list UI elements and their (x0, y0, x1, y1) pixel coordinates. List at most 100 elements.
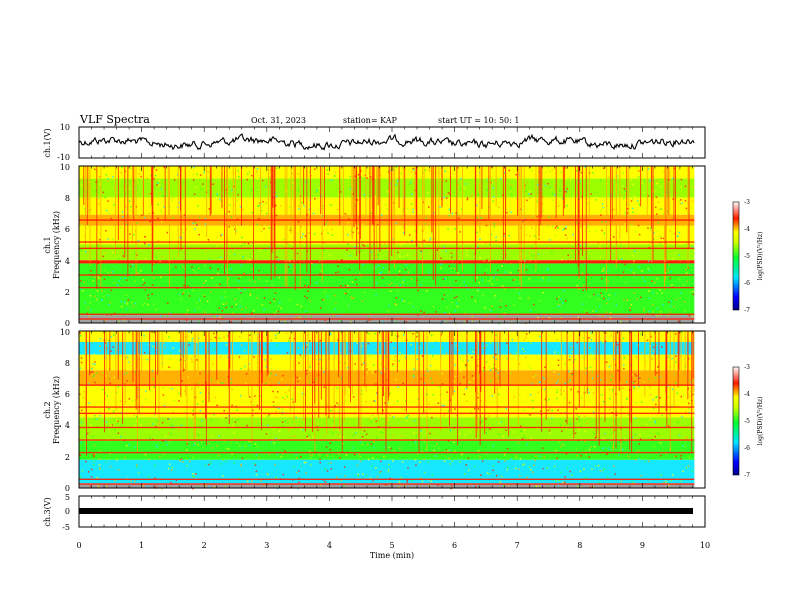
ch1-spectrogram-speckle (592, 310, 595, 312)
ch1-spectrogram-speckle (307, 285, 310, 287)
ch1-spectrogram-sferic (274, 166, 276, 278)
ch2-spectrogram-speckle (339, 457, 341, 459)
ch1-spectrogram-sferic (438, 166, 440, 260)
ch1-spectrogram-speckle (146, 303, 149, 306)
ch1-spectrogram-speckle (601, 277, 603, 280)
ch1-spectrogram-speckle (616, 175, 618, 177)
ch1-spectrogram-speckle (554, 227, 557, 229)
ch1-spectrogram-speckle (546, 269, 549, 272)
ch1-spectrogram-speckle (380, 271, 383, 273)
ch1-spectrogram-speckle (510, 262, 513, 265)
ch1-spectrogram-speckle (499, 237, 501, 239)
ch1-spectrogram-speckle (339, 222, 342, 225)
station-label: station= KAP (343, 116, 398, 125)
ch1-spectrogram-speckle (314, 168, 316, 170)
ch2-spectrogram-speckle (137, 353, 140, 355)
ch2-spectrogram-speckle (262, 331, 264, 333)
ch2-spectrogram-speckle (365, 433, 368, 436)
ch1-spectrogram-speckle (684, 185, 687, 188)
ch1-spectrogram-speckle (493, 276, 495, 278)
ch1-spectrogram-speckle (442, 278, 445, 280)
ch1-spectrogram-speckle (181, 293, 184, 295)
ch2-spectrogram-speckle (349, 455, 352, 457)
ch1-spectrogram-speckle (685, 243, 687, 245)
ch1-spectrogram-speckle (381, 277, 384, 279)
ch2-spectrogram-speckle (667, 397, 669, 400)
ch1-spectrogram-speckle (585, 243, 587, 245)
ch1-spectrogram-speckle (399, 284, 401, 286)
ch2-spectrogram-speckle (101, 337, 104, 339)
ch2-spectrogram-sferic (312, 331, 313, 432)
ch2-spectrogram-speckle (192, 487, 194, 490)
ch2-spectrogram-speckle (275, 350, 277, 352)
ch1-spectrogram-speckle (666, 314, 669, 317)
ch1-spectrogram-speckle (657, 201, 660, 203)
ch1-spectrogram-speckle (476, 217, 478, 219)
ch2-spectrogram-speckle (330, 359, 332, 362)
ch1-spectrogram-speckle (207, 170, 209, 173)
ch1-spectrogram-speckle (205, 223, 207, 225)
ch2-spectrogram-speckle (167, 418, 169, 420)
ch2-spectrogram-speckle (288, 389, 290, 392)
ch2-spectrogram-speckle (403, 408, 406, 410)
ch1-spectrogram-speckle (371, 306, 374, 308)
ch1-spectrogram-speckle (450, 252, 453, 254)
ch1-spectrogram-speckle (297, 205, 300, 207)
ch1-spectrogram-speckle (630, 200, 633, 202)
ch2-spectrogram-speckle (563, 444, 565, 446)
ch1-spectrogram-speckle (624, 263, 626, 266)
ch1-spectrogram-speckle (349, 187, 352, 190)
ch1-spectrogram-speckle (528, 192, 530, 195)
ch2-spectrogram-speckle (168, 418, 170, 420)
ch2-spectrogram-speckle (167, 467, 170, 470)
ch2-spectrogram-speckle (415, 464, 417, 466)
ch2-spectrogram-speckle (658, 376, 661, 378)
ch2-spectrogram-speckle (419, 343, 421, 345)
ch2-spectrogram-speckle (546, 359, 548, 362)
ch2-spectrogram-speckle (507, 343, 509, 345)
ch1-spectrogram-speckle (454, 296, 456, 299)
ch1-spectrogram-speckle (203, 282, 205, 284)
ch2-spectrogram-speckle (667, 356, 670, 358)
ch2-spectrogram-speckle (236, 442, 238, 444)
ch2-spectrogram-speckle (641, 449, 643, 451)
ch1-spectrogram-speckle (653, 232, 655, 234)
ch2-spectrogram-speckle (361, 363, 363, 366)
ch1-spectrogram-speckle (249, 294, 252, 296)
ch2-spectrogram-sferic (84, 331, 86, 423)
ch2-spectrogram-speckle (420, 378, 422, 380)
ch2-spectrogram-speckle (81, 470, 84, 472)
ch2-spectrogram-speckle (656, 372, 658, 374)
ch2-spectrogram-speckle (651, 358, 653, 360)
ch1-spectrogram-speckle (334, 308, 336, 311)
ch1-spectrogram-speckle (617, 226, 619, 228)
ch2-spectrogram-speckle (528, 466, 531, 468)
ch1-colorbar: -3 -4 -5 -6 -7 log(PSD)(V²/Hz) (732, 199, 764, 314)
ch1-spectrogram-speckle (167, 302, 169, 305)
ch2-spectrogram-speckle (92, 375, 94, 377)
ch2-spectrogram-speckle (688, 395, 691, 398)
ch1-spectrogram-speckle (557, 205, 560, 207)
ch1-spectrogram-speckle (275, 195, 278, 198)
ch1-spectrogram-speckle (406, 207, 409, 209)
ch1-spectrogram-speckle (338, 254, 341, 257)
ch2-spectrogram-speckle (339, 352, 341, 354)
ch2-spectrogram-speckle (88, 383, 90, 385)
ch1-spectrogram-speckle (266, 280, 268, 282)
ch2-spectrogram-sferic (117, 331, 119, 380)
ch2-spectrogram-speckle (470, 348, 473, 350)
ch1-spectrogram-speckle (387, 267, 390, 269)
ch2-spectrogram-speckle (88, 402, 90, 404)
ch2-spectrogram-sferic (618, 331, 620, 391)
ch1-spectrogram-speckle (659, 242, 662, 244)
ch1-spectrogram-speckle (245, 306, 247, 309)
ch2-spectrogram-speckle (282, 425, 284, 427)
ch1-spectrogram-speckle (676, 192, 678, 195)
ch2-spectrogram-panel: 0 2 4 6 8 10 ch.2 Frequency (kHz) (43, 328, 706, 493)
ch1-spectrogram-speckle (237, 280, 240, 282)
ch1-spectrogram-sferic (351, 166, 353, 238)
ch2-spectrogram-speckle (663, 481, 665, 484)
ch1-spectrogram-speckle (549, 170, 551, 173)
ch2-spectrogram-speckle (93, 463, 95, 466)
ch1-spectrogram-speckle (459, 231, 461, 233)
